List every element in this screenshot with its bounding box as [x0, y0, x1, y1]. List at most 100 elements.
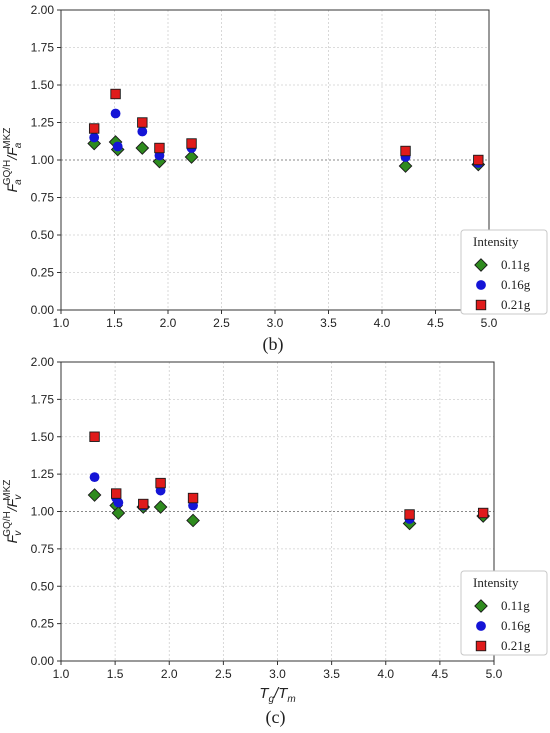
grid-lines — [60, 9, 490, 311]
y-label-part: F — [4, 182, 20, 192]
legend-marker-0.11g — [474, 599, 488, 613]
y-tick-label: 2.00 — [31, 355, 55, 369]
y-tick-label: 1.75 — [31, 41, 55, 55]
x-tick-label: 4.5 — [432, 667, 449, 681]
data-point — [152, 154, 167, 169]
y-axis-label: FaGQ/H/FaMKZ — [2, 128, 24, 193]
y-tick-label: 1.50 — [31, 78, 55, 92]
y-tick-label: 2.00 — [31, 3, 55, 17]
x-tick-label: 1.0 — [53, 667, 70, 681]
x-label-part: g — [268, 694, 274, 705]
legend: Intensity 0.11g 0.16g 0.21g — [460, 229, 548, 315]
legend-marker-0.21g — [475, 299, 487, 311]
x-tick-label: 4.5 — [427, 316, 444, 330]
y-tick-label: 0.75 — [31, 542, 55, 556]
x-tick-label: 4.0 — [377, 667, 394, 681]
data-point — [400, 145, 411, 157]
legend-label: 0.11g — [501, 598, 530, 613]
x-axis-label: Tg/Tm — [259, 685, 295, 705]
legend-marker-0.21g — [475, 640, 487, 652]
data-point — [111, 506, 126, 520]
x-tick-label: 1.5 — [107, 667, 124, 681]
series-0.21g — [88, 88, 484, 166]
x-tick-label: 5.0 — [486, 667, 503, 681]
series-0.16g — [89, 472, 489, 524]
data-point — [87, 488, 102, 502]
data-point — [112, 141, 123, 152]
legend-label: 0.16g — [501, 618, 531, 633]
legend-label: 0.11g — [501, 257, 530, 272]
y-label-part: F — [4, 533, 20, 543]
chart-panel-b: 1.0 1.5 2.0 2.5 3.0 3.5 4.0 4.5 5.0 0.00 0.25 0.50 0… — [2, 3, 548, 355]
data-point — [184, 150, 199, 164]
legend-title: Intensity — [473, 575, 519, 590]
y-tick-label: 1.00 — [31, 153, 55, 167]
data-point — [473, 154, 484, 166]
y-label-part: /F — [4, 146, 20, 161]
x-tick-label: 4.0 — [374, 316, 391, 330]
y-tick-label: 1.75 — [31, 392, 55, 406]
x-tick-label: 3.0 — [269, 667, 286, 681]
y-axis-label: FvGQ/H/FvMKZ — [2, 480, 24, 544]
legend-marker-0.16g — [476, 280, 486, 290]
data-point — [87, 136, 102, 151]
data-point — [138, 498, 149, 510]
y-tick-label: 0.00 — [31, 303, 55, 317]
y-tick-label: 0.00 — [31, 654, 55, 668]
data-point — [110, 88, 121, 100]
panel-caption: (b) — [263, 334, 284, 355]
data-point — [186, 513, 200, 528]
data-point — [111, 488, 122, 499]
series-0.16g — [89, 108, 484, 168]
series-0.11g — [87, 488, 491, 531]
data-point — [135, 141, 150, 155]
x-tick-label: 5.0 — [481, 316, 498, 330]
y-tick-label: 0.25 — [31, 266, 55, 280]
legend-box — [460, 570, 548, 656]
x-tick-label: 3.5 — [323, 667, 340, 681]
chart-panel-c: 1.0 1.5 2.0 2.5 3.0 3.5 4.0 4.5 5.0 0.00 0.25 0.50 0… — [2, 355, 548, 728]
legend-box — [460, 229, 548, 315]
y-label-part: GQ/H — [2, 511, 13, 537]
panel-caption: (c) — [266, 707, 286, 728]
x-tick-label: 3.0 — [267, 316, 284, 330]
x-tick-label: 3.5 — [320, 316, 337, 330]
data-point — [153, 500, 168, 514]
y-tick-label: 1.00 — [31, 505, 55, 519]
data-point — [187, 492, 199, 504]
y-label-part: v — [13, 494, 24, 500]
x-label-part: m — [287, 694, 295, 705]
x-tick-label: 2.5 — [215, 667, 232, 681]
x-tick-label: 1.5 — [106, 316, 123, 330]
data-point — [113, 497, 124, 508]
y-tick-label: 0.25 — [31, 617, 55, 631]
y-label-part: MKZ — [2, 480, 13, 501]
y-label-part: /F — [4, 497, 20, 512]
x-label-part: T — [259, 685, 270, 702]
legend-label: 0.21g — [501, 297, 531, 312]
x-tick-label: 2.0 — [160, 316, 177, 330]
data-point — [154, 142, 165, 154]
y-label-part: a — [13, 142, 24, 148]
y-tick-label: 0.75 — [31, 191, 55, 205]
y-tick-label: 1.25 — [31, 116, 55, 130]
data-point — [88, 123, 100, 134]
x-tick-label: 2.0 — [161, 667, 178, 681]
data-point — [137, 126, 148, 137]
series-0.21g — [89, 431, 489, 520]
y-label-part: a — [13, 179, 24, 185]
legend-title: Intensity — [473, 234, 519, 249]
data-point — [398, 159, 413, 173]
y-tick-label: 0.50 — [31, 228, 55, 242]
y-tick-label: 1.50 — [31, 430, 55, 444]
x-tick-label: 1.0 — [53, 316, 70, 330]
data-point — [477, 507, 489, 519]
legend-marker-0.16g — [476, 621, 486, 631]
data-point — [89, 472, 100, 483]
legend: Intensity 0.11g 0.16g 0.21g — [460, 570, 548, 656]
data-point — [110, 108, 121, 119]
y-label-part: MKZ — [2, 128, 13, 149]
data-point — [89, 431, 100, 442]
data-point — [404, 509, 415, 520]
